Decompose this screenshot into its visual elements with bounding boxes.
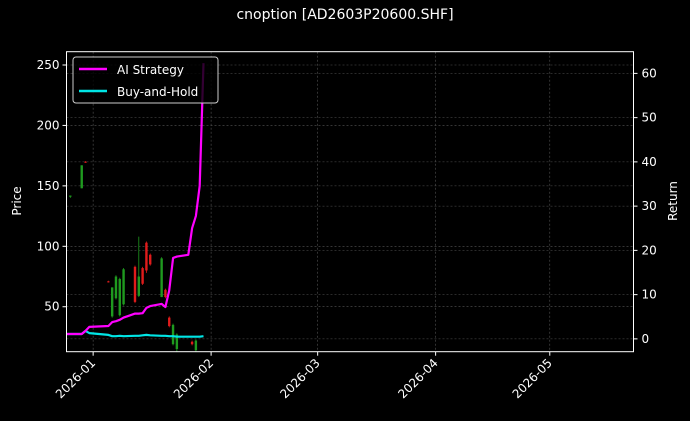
y-right-tick-label: 60 <box>642 66 657 80</box>
candle-body <box>141 268 144 284</box>
x-tick-label: 2026-05 <box>510 356 555 401</box>
y-right-tick-label: 0 <box>642 332 650 346</box>
y-right-tick-label: 10 <box>642 288 657 302</box>
y-axis-left-label: Price <box>10 186 24 215</box>
candle-body <box>133 266 137 302</box>
y-left-tick-label: 150 <box>37 179 60 193</box>
candle-body <box>114 276 118 299</box>
candle-body <box>190 341 194 345</box>
y-left-tick-label: 250 <box>37 58 60 72</box>
candle-body <box>168 317 171 327</box>
candle-body <box>149 254 152 265</box>
legend-box <box>72 56 219 104</box>
candle-body <box>171 324 175 345</box>
candle-body <box>137 276 141 296</box>
y-right-tick-label: 40 <box>642 155 657 169</box>
buy-and-hold-line <box>66 329 204 338</box>
y-left-tick-label: 100 <box>37 239 60 253</box>
candle-body <box>84 161 87 163</box>
return-lines <box>66 63 205 338</box>
candle-body <box>69 195 72 197</box>
chart-title: cnoption [AD2603P20600.SHF] <box>236 7 454 23</box>
x-tick-label: 2026-03 <box>277 356 322 401</box>
candle-body <box>107 281 110 283</box>
candle-body <box>164 289 167 298</box>
ai-strategy-line <box>66 63 205 336</box>
y-right-tick-label: 20 <box>642 243 657 257</box>
x-tick-label: 2026-04 <box>395 356 440 401</box>
candle-body <box>160 258 163 298</box>
x-tick-label: 2026-02 <box>171 356 216 401</box>
y-right-tick-label: 50 <box>642 111 657 125</box>
x-tick-label: 2026-01 <box>53 356 98 401</box>
candle-body <box>118 278 121 316</box>
y-axis-right-label: Return <box>666 181 680 221</box>
candles <box>69 161 198 352</box>
candle-body <box>194 340 198 351</box>
candle-body <box>175 334 179 350</box>
legend-label-ai-strategy: AI Strategy <box>117 63 184 77</box>
axes: 2026-01 2026-02 2026-03 2026-04 2026-0550100… <box>37 58 657 401</box>
candle-body <box>145 242 148 271</box>
legend: AI Strategy Buy-and-Hold <box>72 56 219 104</box>
grid <box>66 51 634 352</box>
candle-body <box>80 165 83 189</box>
candle-body <box>122 269 125 305</box>
y-left-tick-label: 200 <box>37 118 60 132</box>
legend-label-buy-and-hold: Buy-and-Hold <box>117 85 198 99</box>
plot-frame <box>66 51 634 353</box>
y-left-tick-label: 50 <box>44 300 59 314</box>
y-right-tick-label: 30 <box>642 199 657 213</box>
candle-body <box>110 287 114 317</box>
